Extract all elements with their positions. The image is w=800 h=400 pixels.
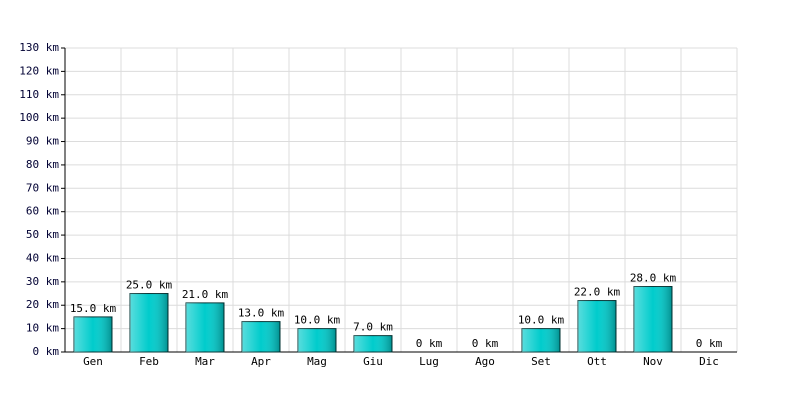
- y-tick-label: 20 km: [26, 298, 59, 311]
- y-tick-label: 0 km: [33, 345, 60, 358]
- y-tick-label: 120 km: [19, 64, 59, 77]
- x-tick-label: Feb: [139, 355, 159, 368]
- value-label: 21.0 km: [182, 288, 229, 301]
- x-tick-label: Ago: [475, 355, 495, 368]
- bar: [185, 302, 225, 353]
- value-label: 0 km: [696, 337, 723, 350]
- bar: [577, 300, 617, 353]
- value-label: 13.0 km: [238, 307, 285, 320]
- x-tick-label: Mar: [195, 355, 215, 368]
- y-tick-label: 130 km: [19, 41, 59, 54]
- x-tick-label: Set: [531, 355, 551, 368]
- bar: [297, 328, 337, 353]
- x-tick-label: Nov: [643, 355, 663, 368]
- x-tick-label: Apr: [251, 355, 271, 368]
- bar: [73, 316, 113, 353]
- value-label: 10.0 km: [518, 314, 565, 327]
- x-tick-label: Mag: [307, 355, 327, 368]
- y-tick-label: 110 km: [19, 88, 59, 101]
- value-label: 0 km: [472, 337, 499, 350]
- bar: [129, 293, 169, 353]
- value-label: 15.0 km: [70, 302, 117, 315]
- y-tick-label: 50 km: [26, 228, 59, 241]
- bar: [521, 328, 561, 353]
- bar: [633, 286, 673, 353]
- value-label: 25.0 km: [126, 279, 173, 292]
- x-tick-label: Dic: [699, 355, 719, 368]
- value-label: 22.0 km: [574, 286, 621, 299]
- x-tick-label: Gen: [83, 355, 103, 368]
- y-tick-label: 40 km: [26, 251, 59, 264]
- bar: [353, 335, 393, 353]
- y-tick-label: 10 km: [26, 322, 59, 335]
- y-tick-label: 70 km: [26, 181, 59, 194]
- x-tick-label: Ott: [587, 355, 607, 368]
- x-tick-label: Lug: [419, 355, 439, 368]
- y-tick-label: 100 km: [19, 111, 59, 124]
- y-tick-label: 60 km: [26, 205, 59, 218]
- value-label: 10.0 km: [294, 314, 341, 327]
- y-tick-label: 80 km: [26, 158, 59, 171]
- value-label: 28.0 km: [630, 272, 677, 285]
- value-label: 0 km: [416, 337, 443, 350]
- y-tick-label: 30 km: [26, 275, 59, 288]
- bar: [241, 321, 281, 353]
- value-label: 7.0 km: [353, 321, 393, 334]
- y-tick-label: 90 km: [26, 135, 59, 148]
- x-tick-label: Giu: [363, 355, 383, 368]
